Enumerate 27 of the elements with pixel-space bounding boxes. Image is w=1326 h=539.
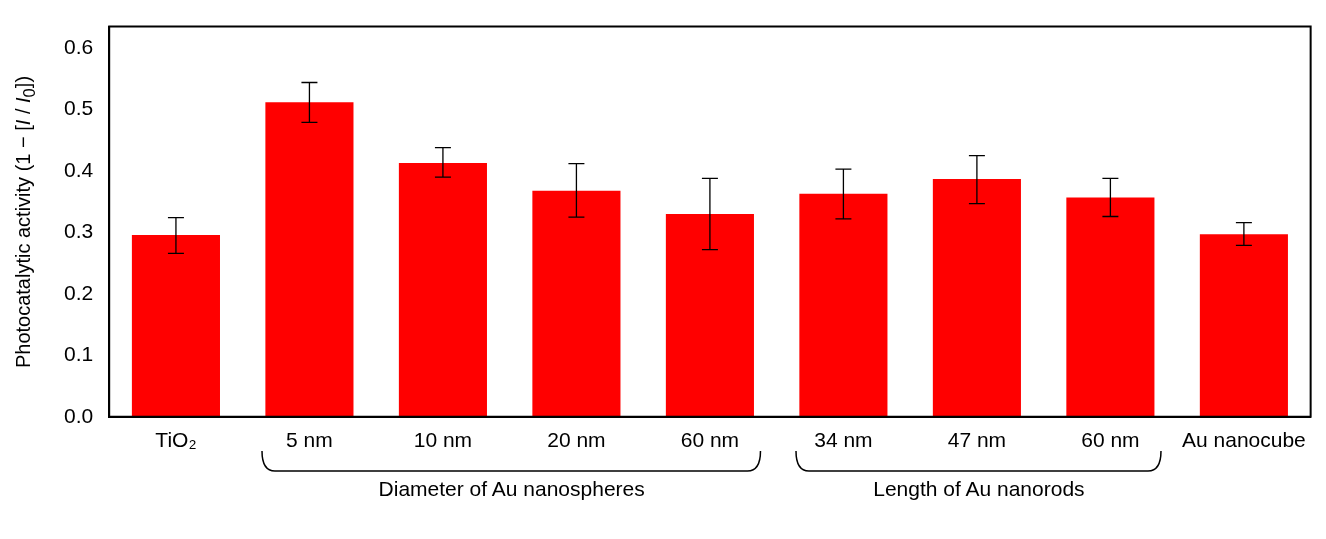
y-tick-label: 0.6 xyxy=(63,34,94,58)
y-tick-label: 0.1 xyxy=(63,342,94,366)
bar xyxy=(398,163,487,417)
x-tick-label: TiO₂ xyxy=(155,428,197,452)
x-tick-label: 20 nm xyxy=(547,428,606,452)
x-tick-label: 60 nm xyxy=(680,428,740,452)
y-tick-label: 0.3 xyxy=(63,219,94,243)
x-tick-label: 60 nm xyxy=(1081,428,1140,452)
x-tick-label: 5 nm xyxy=(286,428,333,452)
bar xyxy=(1066,197,1155,417)
bar xyxy=(131,234,220,417)
x-tick-label: 10 nm xyxy=(413,428,473,452)
x-tick-label: 34 nm xyxy=(814,428,873,452)
bar xyxy=(665,214,754,417)
text: Diameter of Au nanospheres xyxy=(378,476,645,501)
text: Length of Au nanorods xyxy=(873,476,1085,501)
x-tick-label: Au nanocube xyxy=(1182,428,1306,452)
y-tick-label: 0.4 xyxy=(63,157,94,181)
bar xyxy=(1199,234,1288,417)
bar xyxy=(799,193,888,417)
y-tick-label: 0.2 xyxy=(63,280,94,304)
bar xyxy=(532,190,621,417)
y-tick-label: 0.5 xyxy=(63,96,94,120)
bar xyxy=(265,102,354,417)
x-tick-label: 47 nm xyxy=(947,428,1007,452)
y-tick-label: 0.0 xyxy=(63,403,94,427)
bar xyxy=(932,178,1021,417)
